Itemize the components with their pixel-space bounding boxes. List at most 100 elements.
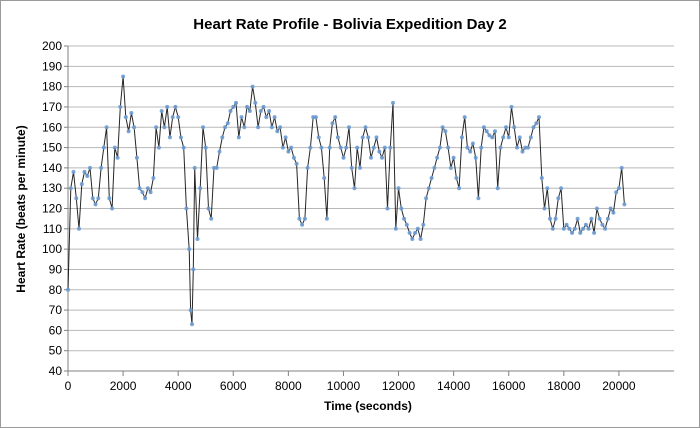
data-point — [269, 125, 274, 130]
data-point — [104, 125, 109, 130]
data-point — [410, 237, 415, 241]
data-point — [619, 165, 624, 170]
data-point — [512, 125, 517, 130]
data-point — [96, 196, 101, 201]
data-point — [181, 145, 186, 150]
data-point — [614, 190, 619, 195]
data-point — [493, 129, 497, 134]
data-point — [435, 155, 440, 160]
data-point — [344, 145, 349, 150]
x-tick-label: 14000 — [437, 379, 471, 393]
data-point — [159, 109, 164, 113]
data-point — [198, 186, 203, 191]
data-point — [85, 174, 90, 178]
y-tick-label: 190 — [42, 59, 62, 73]
data-point — [137, 186, 142, 191]
data-point — [454, 176, 459, 180]
data-point — [264, 115, 269, 120]
data-point — [575, 216, 580, 221]
data-series — [66, 74, 627, 327]
data-point — [371, 145, 376, 150]
data-point — [300, 222, 305, 227]
data-point — [597, 216, 602, 221]
y-tick-label: 140 — [42, 161, 62, 175]
data-point — [223, 125, 227, 130]
x-tick-label: 18000 — [547, 379, 581, 393]
y-tick-label: 110 — [43, 222, 62, 236]
data-point — [451, 155, 456, 160]
data-point — [256, 125, 261, 130]
data-point — [195, 237, 200, 241]
data-point — [118, 104, 123, 109]
data-point — [479, 145, 484, 150]
y-tick-label: 120 — [42, 202, 62, 216]
data-point — [79, 182, 84, 187]
series-line — [67, 76, 625, 325]
data-point — [443, 129, 448, 134]
data-point — [539, 176, 544, 180]
data-point — [286, 149, 291, 154]
data-point — [616, 186, 621, 191]
data-point — [589, 216, 594, 221]
data-point — [178, 135, 183, 140]
data-point — [393, 226, 398, 231]
data-point — [605, 216, 610, 221]
data-point — [347, 125, 351, 130]
axes — [64, 45, 674, 376]
data-point — [515, 145, 519, 150]
data-point — [462, 115, 467, 120]
data-point — [468, 149, 473, 154]
x-tick-label: 8000 — [275, 379, 302, 393]
data-point — [305, 165, 310, 170]
data-point — [358, 165, 362, 170]
chart-title: Heart Rate Profile - Bolivia Expedition … — [193, 16, 506, 33]
data-point — [476, 196, 481, 201]
data-point — [402, 216, 407, 221]
data-point — [184, 206, 189, 211]
data-point — [220, 135, 225, 140]
data-point — [506, 135, 511, 140]
data-point — [341, 155, 346, 160]
data-point — [385, 206, 390, 211]
data-point — [225, 121, 230, 126]
data-point — [239, 115, 244, 120]
data-point — [192, 165, 197, 170]
data-point — [377, 149, 382, 154]
data-point — [123, 115, 128, 120]
data-point — [363, 125, 368, 130]
data-point — [426, 186, 431, 191]
gridlines — [68, 45, 674, 352]
data-point — [129, 111, 134, 115]
data-point — [495, 186, 500, 191]
data-point — [302, 216, 307, 221]
data-point — [559, 186, 564, 191]
y-tick-label: 100 — [42, 242, 62, 256]
data-point — [391, 100, 395, 105]
data-point — [600, 222, 605, 227]
data-point — [545, 186, 550, 191]
data-point — [542, 206, 547, 211]
data-point — [531, 125, 536, 130]
x-tick-label: 6000 — [220, 379, 247, 393]
y-tick-label: 180 — [42, 80, 62, 94]
data-point — [327, 145, 332, 150]
data-point — [297, 216, 302, 221]
data-point — [134, 155, 139, 160]
data-point — [154, 125, 159, 130]
data-point — [413, 230, 418, 235]
data-point — [432, 165, 437, 170]
data-point — [121, 74, 126, 79]
data-point — [66, 287, 70, 292]
data-point — [126, 129, 131, 134]
data-point — [99, 165, 104, 170]
data-point — [74, 196, 79, 201]
data-point — [170, 115, 175, 120]
data-point — [250, 84, 255, 89]
data-point — [396, 186, 401, 191]
data-point — [162, 125, 167, 130]
data-point — [203, 145, 208, 150]
data-point — [484, 129, 489, 134]
data-point — [242, 125, 247, 130]
data-point — [440, 125, 445, 130]
data-point — [145, 186, 150, 191]
